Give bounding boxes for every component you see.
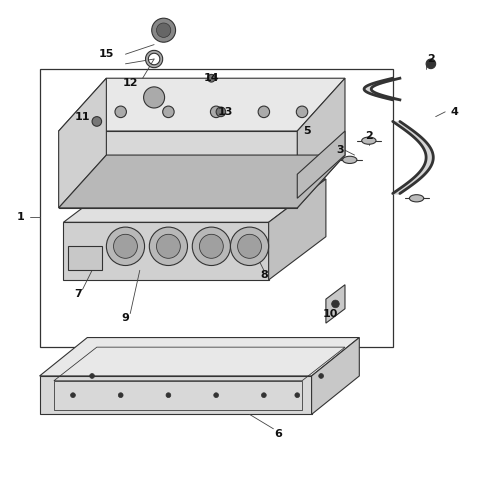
Polygon shape [59, 155, 345, 208]
Ellipse shape [343, 156, 357, 163]
Text: 13: 13 [218, 107, 233, 117]
Circle shape [258, 106, 270, 117]
Text: 2: 2 [365, 131, 373, 141]
Circle shape [71, 393, 75, 398]
Circle shape [90, 373, 95, 378]
Circle shape [152, 18, 176, 42]
Text: 2: 2 [427, 54, 435, 64]
Ellipse shape [362, 137, 376, 144]
Bar [39, 69, 393, 347]
Circle shape [149, 227, 188, 266]
Polygon shape [326, 284, 345, 323]
Text: 3: 3 [336, 145, 344, 155]
Text: 11: 11 [75, 112, 90, 122]
Polygon shape [59, 78, 345, 131]
Circle shape [114, 234, 137, 258]
Polygon shape [297, 131, 345, 199]
Circle shape [156, 23, 171, 37]
Circle shape [207, 74, 215, 82]
Polygon shape [63, 222, 269, 280]
Circle shape [230, 227, 269, 266]
Text: 15: 15 [99, 49, 114, 59]
Text: 12: 12 [122, 78, 138, 88]
Circle shape [210, 106, 222, 117]
Polygon shape [59, 131, 297, 208]
Polygon shape [269, 179, 326, 280]
Polygon shape [312, 338, 360, 414]
Circle shape [319, 373, 324, 378]
Polygon shape [63, 179, 326, 222]
Circle shape [107, 227, 144, 266]
Text: 6: 6 [274, 428, 282, 439]
Circle shape [199, 234, 223, 258]
Text: 7: 7 [74, 289, 82, 299]
Text: 9: 9 [121, 313, 130, 323]
Text: 1: 1 [17, 213, 24, 223]
Text: 8: 8 [260, 270, 268, 280]
Circle shape [332, 300, 339, 308]
Circle shape [216, 107, 226, 116]
Text: 5: 5 [303, 126, 311, 136]
Circle shape [118, 393, 123, 398]
Circle shape [115, 106, 126, 117]
Text: 14: 14 [204, 73, 219, 83]
Circle shape [163, 106, 174, 117]
Circle shape [296, 106, 308, 117]
Circle shape [156, 234, 180, 258]
Circle shape [144, 87, 165, 108]
Polygon shape [59, 78, 107, 208]
Circle shape [426, 59, 436, 69]
Ellipse shape [409, 195, 424, 202]
Circle shape [238, 234, 262, 258]
Polygon shape [39, 338, 360, 376]
Bar [68, 246, 102, 270]
Polygon shape [39, 376, 312, 414]
Circle shape [166, 393, 171, 398]
Polygon shape [297, 78, 345, 208]
Circle shape [262, 393, 266, 398]
Text: 10: 10 [323, 309, 338, 318]
Text: 4: 4 [451, 107, 459, 117]
Circle shape [295, 393, 300, 398]
Circle shape [92, 116, 102, 126]
Circle shape [192, 227, 230, 266]
Circle shape [214, 393, 218, 398]
